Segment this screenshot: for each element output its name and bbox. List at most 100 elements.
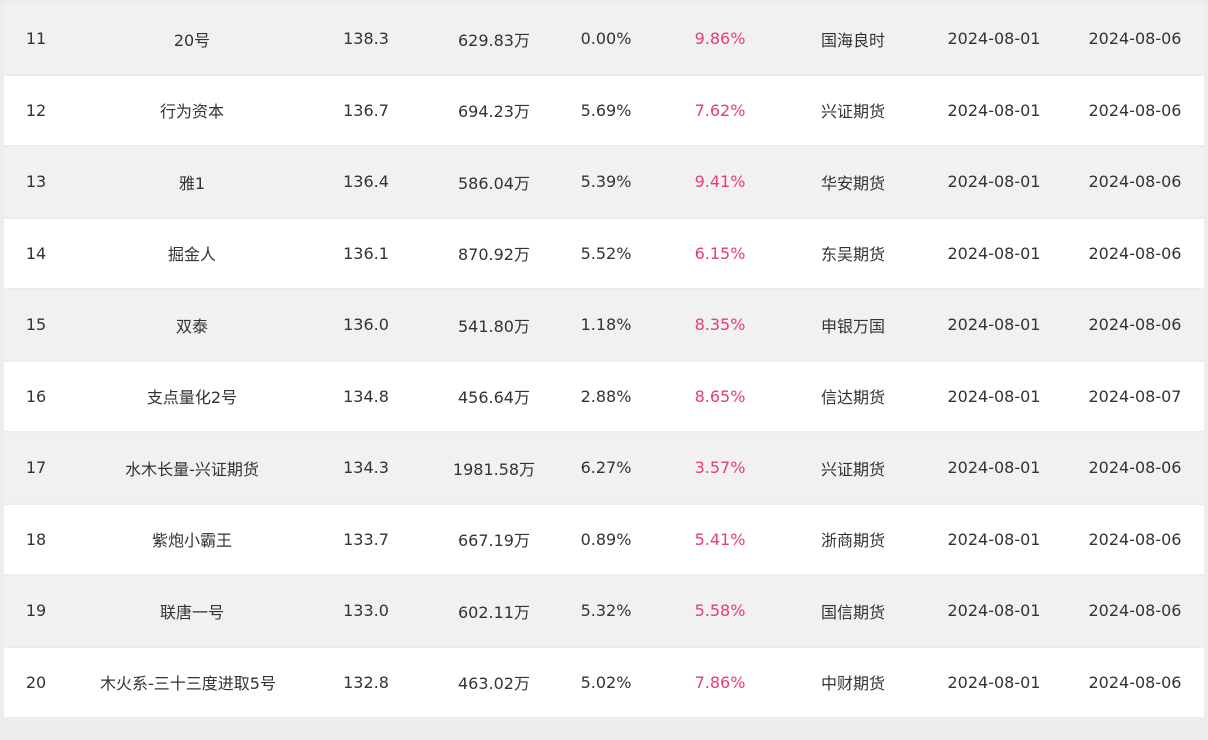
table-row[interactable]: 18 紫炮小霸王 133.7 667.19万 0.89% 5.41% 浙商期货 … [4,504,1204,576]
nav-cell: 133.0 [343,601,389,621]
start-date-cell: 2024-08-01 [947,672,1041,692]
account-name-cell: 支点量化2号 [146,388,238,408]
return-cell: 5.41% [694,529,746,549]
end-date-cell: 2024-08-06 [1088,601,1182,621]
drawdown-cell: 2.88% [580,386,632,406]
end-date-cell: 2024-08-06 [1088,100,1182,120]
start-date-cell: 2024-08-01 [947,315,1041,335]
start-date-cell: 2024-08-01 [947,601,1041,621]
rank-cell: 16 [25,386,47,406]
end-date-cell: 2024-08-06 [1088,29,1182,49]
start-date-cell: 2024-08-01 [947,243,1041,263]
scale-cell: 456.64万 [458,388,530,408]
account-name-cell: 木火系-三十三度进取5号 [100,674,276,694]
rank-cell: 11 [25,29,47,49]
nav-cell: 136.4 [343,172,389,192]
rank-cell: 19 [25,601,47,621]
drawdown-cell: 5.02% [580,672,632,692]
account-name-cell: 紫炮小霸王 [151,531,232,551]
scale-cell: 694.23万 [458,102,530,122]
drawdown-cell: 1.18% [580,315,632,335]
broker-cell: 兴证期货 [820,102,885,122]
rank-cell: 17 [25,458,47,478]
start-date-cell: 2024-08-01 [947,29,1041,49]
return-cell: 7.62% [694,100,746,120]
return-cell: 5.58% [694,601,746,621]
account-name-cell: 水木长量-兴证期货 [125,459,259,479]
drawdown-cell: 6.27% [580,458,632,478]
end-date-cell: 2024-08-06 [1088,458,1182,478]
nav-cell: 136.0 [343,315,389,335]
broker-cell: 华安期货 [820,173,885,193]
scale-cell: 667.19万 [458,531,530,551]
nav-cell: 134.3 [343,458,389,478]
return-cell: 6.15% [694,243,746,263]
ranking-table: 11 20号 138.3 629.83万 0.00% 9.86% 国海良时 20… [4,4,1204,740]
return-cell: 9.86% [694,29,746,49]
account-name-cell: 行为资本 [159,102,224,122]
end-date-cell: 2024-08-06 [1088,243,1182,263]
account-name-cell: 掘金人 [167,245,216,265]
account-name-cell: 双泰 [175,316,208,336]
rank-cell: 15 [25,315,47,335]
return-cell: 8.65% [694,386,746,406]
broker-cell: 中财期货 [820,674,885,694]
broker-cell: 国海良时 [820,30,885,50]
end-date-cell: 2024-08-06 [1088,172,1182,192]
scale-cell: 586.04万 [458,173,530,193]
start-date-cell: 2024-08-01 [947,172,1041,192]
start-date-cell: 2024-08-01 [947,386,1041,406]
table-row[interactable]: 12 行为资本 136.7 694.23万 5.69% 7.62% 兴证期货 2… [4,75,1204,147]
scale-cell: 1981.58万 [452,459,536,479]
start-date-cell: 2024-08-01 [947,529,1041,549]
table-row[interactable]: 14 掘金人 136.1 870.92万 5.52% 6.15% 东吴期货 20… [4,218,1204,290]
nav-cell: 136.1 [343,243,389,263]
drawdown-cell: 0.00% [580,29,632,49]
table-row[interactable]: 11 20号 138.3 629.83万 0.00% 9.86% 国海良时 20… [4,4,1204,76]
scale-cell: 870.92万 [458,245,530,265]
start-date-cell: 2024-08-01 [947,100,1041,120]
rank-cell: 12 [25,100,47,120]
end-date-cell: 2024-08-06 [1088,672,1182,692]
start-date-cell: 2024-08-01 [947,458,1041,478]
broker-cell: 国信期货 [820,602,885,622]
drawdown-cell: 5.39% [580,172,632,192]
end-date-cell: 2024-08-06 [1088,315,1182,335]
broker-cell: 兴证期货 [820,459,885,479]
broker-cell: 浙商期货 [820,531,885,551]
return-cell: 9.41% [694,172,746,192]
nav-cell: 132.8 [343,672,389,692]
table-row[interactable]: 13 雅1 136.4 586.04万 5.39% 9.41% 华安期货 202… [4,147,1204,219]
table-row[interactable]: 17 水木长量-兴证期货 134.3 1981.58万 6.27% 3.57% … [4,433,1204,505]
broker-cell: 申银万国 [820,316,885,336]
scale-cell: 602.11万 [458,602,530,622]
return-cell: 7.86% [694,672,746,692]
drawdown-cell: 5.32% [580,601,632,621]
table-row[interactable]: 19 联唐一号 133.0 602.11万 5.32% 5.58% 国信期货 2… [4,576,1204,648]
account-name-cell: 雅1 [178,173,206,193]
end-date-cell: 2024-08-06 [1088,529,1182,549]
drawdown-cell: 5.69% [580,100,632,120]
account-name-cell: 20号 [173,30,211,50]
scale-cell: 541.80万 [458,316,530,336]
return-cell: 8.35% [694,315,746,335]
nav-cell: 134.8 [343,386,389,406]
table-row[interactable]: 16 支点量化2号 134.8 456.64万 2.88% 8.65% 信达期货… [4,361,1204,433]
rank-cell: 14 [25,243,47,263]
table-row[interactable]: 20 木火系-三十三度进取5号 132.8 463.02万 5.02% 7.86… [4,647,1204,719]
scale-cell: 463.02万 [458,674,530,694]
drawdown-cell: 0.89% [580,529,632,549]
rank-cell: 18 [25,529,47,549]
broker-cell: 信达期货 [820,388,885,408]
nav-cell: 138.3 [343,29,389,49]
nav-cell: 133.7 [343,529,389,549]
nav-cell: 136.7 [343,100,389,120]
table-row[interactable]: 15 双泰 136.0 541.80万 1.18% 8.35% 申银万国 202… [4,290,1204,362]
end-date-cell: 2024-08-07 [1088,386,1182,406]
account-name-cell: 联唐一号 [159,602,224,622]
scale-cell: 629.83万 [458,30,530,50]
rank-cell: 20 [25,672,47,692]
rank-cell: 13 [25,172,47,192]
drawdown-cell: 5.52% [580,243,632,263]
return-cell: 3.57% [694,458,746,478]
